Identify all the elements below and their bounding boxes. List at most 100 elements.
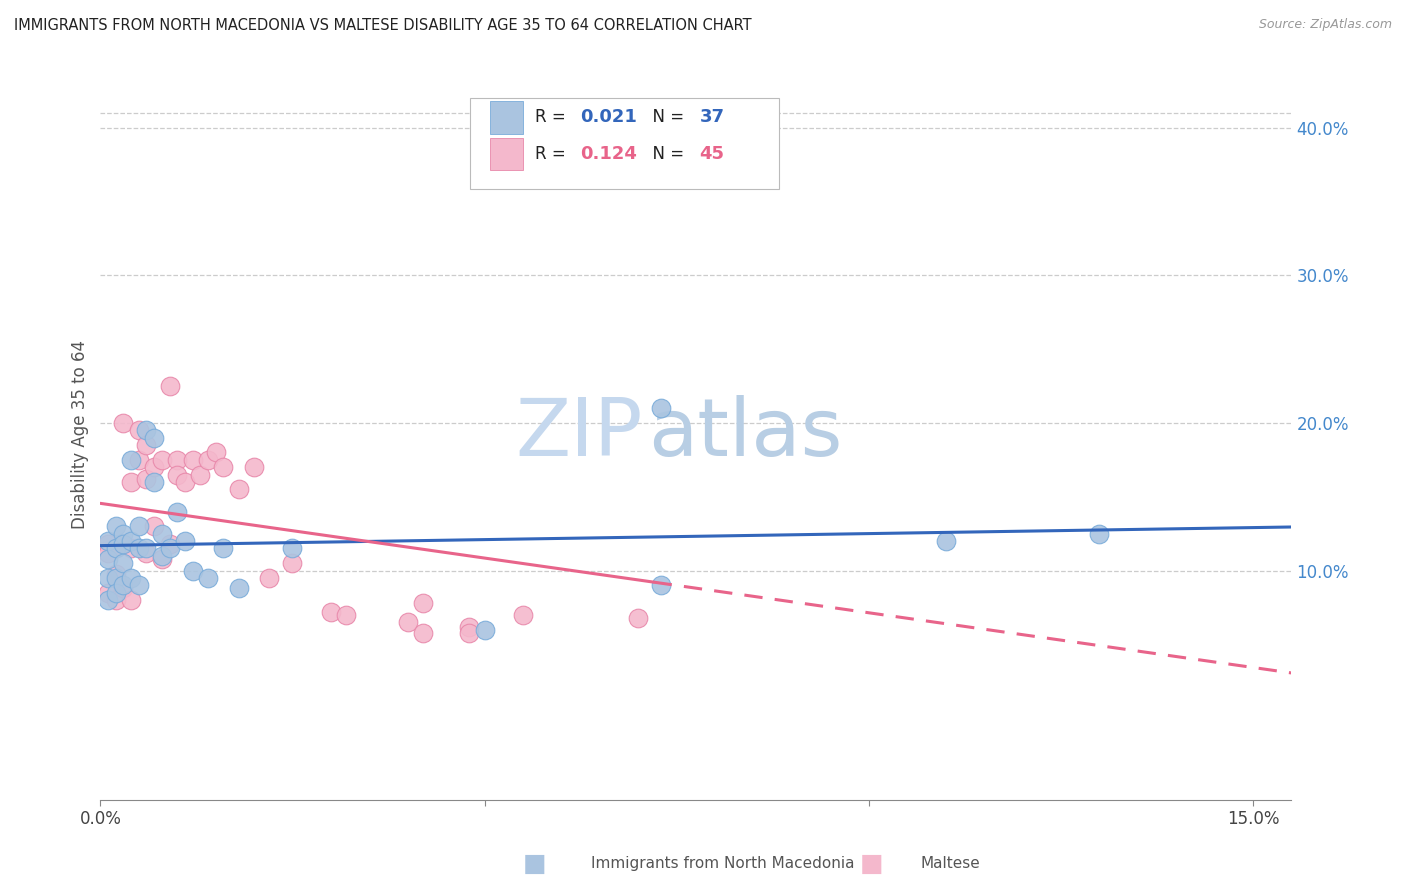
Text: ZIP: ZIP — [515, 395, 643, 473]
Point — [97, 551, 120, 566]
Point — [143, 460, 166, 475]
Text: ■: ■ — [860, 852, 883, 875]
Point — [228, 582, 250, 596]
Text: N =: N = — [643, 145, 690, 163]
Point — [120, 475, 142, 489]
Point — [197, 453, 219, 467]
Point — [627, 611, 650, 625]
Point — [228, 483, 250, 497]
Point — [97, 546, 120, 560]
Point — [135, 541, 157, 556]
Text: 0.124: 0.124 — [581, 145, 637, 163]
Point — [128, 578, 150, 592]
Point — [97, 537, 120, 551]
Text: IMMIGRANTS FROM NORTH MACEDONIA VS MALTESE DISABILITY AGE 35 TO 64 CORRELATION C: IMMIGRANTS FROM NORTH MACEDONIA VS MALTE… — [14, 18, 752, 33]
Point — [335, 607, 357, 622]
Point — [128, 519, 150, 533]
Point — [112, 578, 135, 592]
Point — [212, 541, 235, 556]
Point — [97, 593, 120, 607]
Point — [120, 534, 142, 549]
Point — [120, 571, 142, 585]
Point — [97, 586, 120, 600]
Point — [650, 401, 672, 416]
Point — [188, 467, 211, 482]
Point — [150, 453, 173, 467]
Point — [259, 571, 281, 585]
Point — [120, 593, 142, 607]
Point — [474, 150, 496, 164]
Point — [212, 460, 235, 475]
Point — [412, 625, 434, 640]
Point — [97, 534, 120, 549]
Point — [281, 556, 304, 570]
Point — [150, 549, 173, 563]
Point — [143, 519, 166, 533]
Point — [319, 605, 342, 619]
Text: R =: R = — [536, 145, 571, 163]
Text: N =: N = — [643, 109, 690, 127]
Point — [135, 546, 157, 560]
Text: 0.021: 0.021 — [581, 109, 637, 127]
Point — [120, 453, 142, 467]
Point — [120, 541, 142, 556]
Point — [112, 582, 135, 596]
Point — [104, 519, 127, 533]
Point — [104, 541, 127, 556]
Text: 45: 45 — [699, 145, 724, 163]
Point — [474, 623, 496, 637]
Point — [181, 564, 204, 578]
Point — [112, 537, 135, 551]
Point — [104, 593, 127, 607]
Point — [173, 534, 195, 549]
Point — [197, 571, 219, 585]
Point — [412, 596, 434, 610]
Point — [150, 551, 173, 566]
Point — [458, 620, 481, 634]
Point — [104, 586, 127, 600]
Point — [150, 526, 173, 541]
Point — [143, 475, 166, 489]
Text: ■: ■ — [523, 852, 546, 875]
Point — [650, 578, 672, 592]
Point — [104, 541, 127, 556]
Point — [173, 475, 195, 489]
FancyBboxPatch shape — [489, 137, 523, 170]
Point — [1088, 526, 1111, 541]
Y-axis label: Disability Age 35 to 64: Disability Age 35 to 64 — [72, 340, 89, 529]
Point — [143, 431, 166, 445]
Point — [104, 566, 127, 581]
Point — [181, 453, 204, 467]
FancyBboxPatch shape — [489, 101, 523, 134]
Point — [128, 423, 150, 437]
Point — [128, 453, 150, 467]
Text: Immigrants from North Macedonia: Immigrants from North Macedonia — [591, 856, 853, 871]
Point — [135, 423, 157, 437]
Point — [112, 416, 135, 430]
Point — [166, 467, 188, 482]
Point — [166, 453, 188, 467]
Point — [104, 571, 127, 585]
Point — [204, 445, 226, 459]
Point — [281, 541, 304, 556]
Point — [97, 571, 120, 585]
Point — [458, 625, 481, 640]
Point — [128, 541, 150, 556]
Text: Maltese: Maltese — [921, 856, 980, 871]
Point — [159, 379, 181, 393]
FancyBboxPatch shape — [470, 98, 779, 189]
Point — [159, 541, 181, 556]
Text: Source: ZipAtlas.com: Source: ZipAtlas.com — [1258, 18, 1392, 31]
Point — [112, 537, 135, 551]
Point — [135, 438, 157, 452]
Point — [396, 615, 419, 630]
Text: R =: R = — [536, 109, 571, 127]
Point — [166, 504, 188, 518]
Point — [512, 607, 534, 622]
Point — [935, 534, 957, 549]
Point — [112, 556, 135, 570]
Text: atlas: atlas — [648, 395, 842, 473]
Point — [159, 537, 181, 551]
Text: 37: 37 — [699, 109, 724, 127]
Point — [243, 460, 266, 475]
